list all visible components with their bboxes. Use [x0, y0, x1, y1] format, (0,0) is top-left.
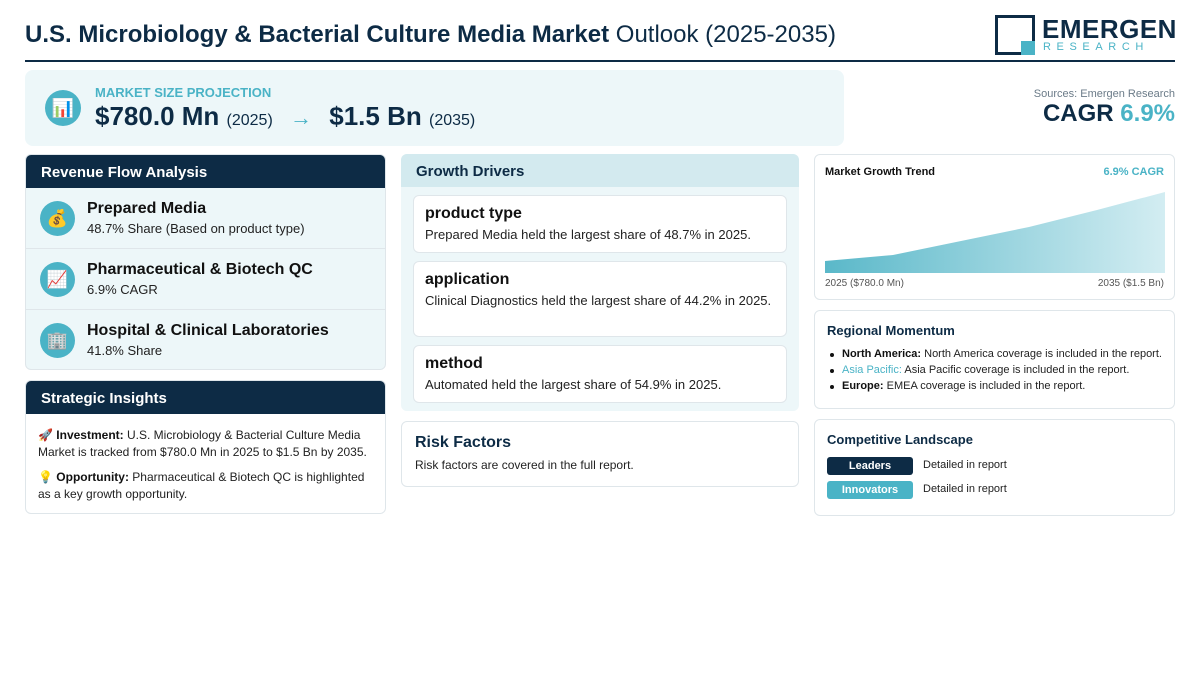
projection-start-year: (2025) — [226, 112, 273, 129]
region-text: Asia Pacific coverage is included in the… — [901, 364, 1130, 376]
trend-start-label: 2025 ($780.0 Mn) — [825, 278, 904, 289]
page-title-bold: U.S. Microbiology & Bacterial Culture Me… — [25, 21, 610, 48]
rocket-icon: 🚀 — [38, 428, 53, 442]
trend-title: Market Growth Trend — [825, 166, 936, 178]
money-bag-icon: 💰 — [40, 201, 75, 236]
innovators-badge: Innovators — [827, 481, 913, 499]
revenue-item-subtitle: 48.7% Share (Based on product type) — [87, 221, 305, 236]
arrow-right-icon: → — [290, 105, 313, 130]
chart-icon: 📊 — [45, 90, 81, 126]
revenue-item: 🏢 Hospital & Clinical Laboratories 41.8%… — [26, 310, 385, 369]
revenue-item-title: Pharmaceutical & Biotech QC — [87, 261, 313, 278]
region-text: North America coverage is included in th… — [921, 348, 1162, 360]
page-title: U.S. Microbiology & Bacterial Culture Me… — [25, 21, 836, 49]
logo-subtitle: RESEARCH — [1043, 41, 1149, 53]
revenue-flow-title: Revenue Flow Analysis — [26, 155, 385, 188]
leaders-badge: Leaders — [827, 457, 913, 475]
driver-title: product type — [425, 205, 522, 222]
investment-text: U.S. Microbiology & Bacterial Culture Me… — [38, 428, 367, 459]
logo-name: EMERGEN — [1042, 14, 1177, 44]
driver-text: Clinical Diagnostics held the largest sh… — [425, 293, 772, 308]
driver-item: method Automated held the largest share … — [413, 345, 787, 403]
cagr-value: 6.9% — [1120, 100, 1175, 127]
growth-trend-area-chart — [825, 192, 1165, 273]
revenue-item-title: Hospital & Clinical Laboratories — [87, 322, 329, 339]
investment-label: Investment: — [56, 428, 124, 442]
list-item: North America: North America coverage is… — [827, 348, 1162, 360]
opportunity-text: Pharmaceutical & Biotech QC is highlight… — [38, 470, 365, 501]
market-growth-trend-card: Market Growth Trend 6.9% CAGR 2025 ($780… — [814, 154, 1175, 300]
risk-factors-text: Risk factors are covered in the full rep… — [415, 458, 634, 472]
growth-drivers-card: Growth Drivers product type Prepared Med… — [401, 154, 799, 411]
projection-end-year: (2035) — [428, 112, 476, 129]
driver-title: method — [425, 355, 483, 372]
strategic-insights-title: Strategic Insights — [26, 381, 385, 414]
revenue-item-subtitle: 41.8% Share — [87, 343, 163, 358]
emergen-logo[interactable]: EMERGEN RESEARCH — [995, 14, 1176, 56]
projection-start-value: $780.0 Mn — [95, 101, 220, 131]
list-item: Asia Pacific: Asia Pacific coverage is i… — [827, 364, 1162, 376]
list-item: Europe: EMEA coverage is included in the… — [827, 380, 1162, 392]
revenue-item: 📈 Pharmaceutical & Biotech QC 6.9% CAGR — [26, 249, 385, 310]
strategic-insights-body: 🚀 Investment: U.S. Microbiology & Bacter… — [26, 414, 385, 503]
opportunity-label: Opportunity: — [56, 470, 129, 484]
risk-factors-title: Risk Factors — [415, 434, 512, 451]
growth-trend-area — [825, 192, 1165, 273]
chart-increasing-icon: 📈 — [40, 262, 75, 297]
competitive-landscape-title: Competitive Landscape — [827, 432, 973, 447]
trend-cagr: 6.9% CAGR — [1103, 166, 1164, 178]
competitive-row: Innovators Detailed in report — [827, 481, 1162, 505]
revenue-item-subtitle: 6.9% CAGR — [87, 282, 158, 297]
driver-item: application Clinical Diagnostics held th… — [413, 261, 787, 337]
regional-list: North America: North America coverage is… — [827, 348, 1162, 392]
region-name: Asia Pacific: — [842, 364, 902, 376]
projection-end-value: $1.5 Bn — [329, 101, 422, 131]
revenue-flow-card: Revenue Flow Analysis 💰 Prepared Media 4… — [25, 154, 386, 370]
driver-item: product type Prepared Media held the lar… — [413, 195, 787, 253]
competitive-row: Leaders Detailed in report — [827, 457, 1162, 481]
region-name: North America: — [842, 348, 922, 360]
page-title-rest: Outlook (2025-2035) — [609, 21, 836, 48]
growth-drivers-title: Growth Drivers — [401, 154, 799, 187]
projection-label: MARKET SIZE PROJECTION — [95, 85, 272, 100]
revenue-item: 💰 Prepared Media 48.7% Share (Based on p… — [26, 188, 385, 249]
region-name: Europe: — [842, 380, 884, 392]
page-header: U.S. Microbiology & Bacterial Culture Me… — [25, 12, 1176, 62]
risk-factors-card: Risk Factors Risk factors are covered in… — [401, 421, 799, 487]
cagr-summary: CAGR 6.9% — [1043, 100, 1175, 128]
competitive-text: Detailed in report — [923, 483, 1007, 495]
driver-text: Automated held the largest share of 54.9… — [425, 377, 722, 392]
driver-title: application — [425, 271, 510, 288]
opportunity-insight: 💡 Opportunity: Pharmaceutical & Biotech … — [38, 469, 373, 503]
office-building-icon: 🏢 — [40, 323, 75, 358]
light-bulb-icon: 💡 — [38, 470, 53, 484]
strategic-insights-card: Strategic Insights 🚀 Investment: U.S. Mi… — [25, 380, 386, 514]
region-text: EMEA coverage is included in the report. — [883, 380, 1086, 392]
regional-momentum-title: Regional Momentum — [827, 323, 955, 338]
competitive-text: Detailed in report — [923, 459, 1007, 471]
revenue-item-title: Prepared Media — [87, 200, 207, 217]
trend-end-label: 2035 ($1.5 Bn) — [1097, 278, 1164, 289]
driver-text: Prepared Media held the largest share of… — [425, 227, 751, 242]
cagr-label: CAGR — [1042, 100, 1114, 127]
investment-insight: 🚀 Investment: U.S. Microbiology & Bacter… — [38, 427, 373, 461]
sources-text: Sources: Emergen Research — [1033, 88, 1175, 100]
regional-momentum-card: Regional Momentum North America: North A… — [814, 310, 1175, 409]
logo-mark-icon — [995, 15, 1035, 55]
competitive-landscape-card: Competitive Landscape Leaders Detailed i… — [814, 419, 1175, 516]
projection-values: $780.0 Mn (2025) → $1.5 Bn (2035) — [95, 101, 475, 132]
market-size-projection: 📊 MARKET SIZE PROJECTION $780.0 Mn (2025… — [25, 70, 844, 146]
